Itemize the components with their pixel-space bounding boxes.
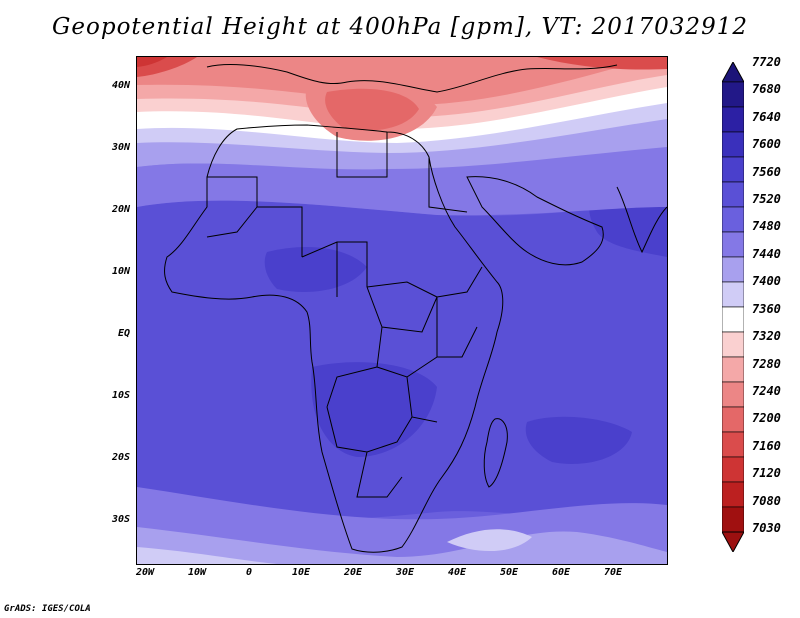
contour-7200-med (325, 88, 419, 131)
contour-7160-nw (137, 57, 167, 67)
lat-label-30n: 30N (111, 142, 130, 153)
colorbar-swatch (722, 256, 744, 283)
borders-west (206, 176, 438, 298)
colorbar-label: 7320 (752, 329, 781, 344)
colorbar-swatch (722, 206, 744, 233)
colorbar-swatch (722, 331, 744, 358)
colorbar-swatch (722, 156, 744, 183)
colorbar-swatch (722, 281, 744, 308)
contour-7200-ne (537, 57, 667, 70)
colorbar-swatch (722, 406, 744, 433)
contour-7400-south (137, 529, 532, 564)
lon-label-50e: 50E (499, 567, 519, 578)
colorbar-swatch (722, 456, 744, 483)
colorbar-swatch (722, 356, 744, 383)
colorbar-label: 7640 (752, 109, 781, 124)
colorbar-swatch (722, 506, 744, 533)
india-coast (616, 186, 667, 254)
colorbar-top-arrow (722, 62, 744, 83)
map-panel (136, 56, 668, 565)
contour-7600-sahel (264, 247, 367, 293)
lon-label-60e: 60E (551, 567, 571, 578)
colorbar-label: 7030 (752, 521, 781, 535)
colorbar-label: 7400 (752, 274, 781, 289)
colorbar-label: 7720 (752, 55, 781, 69)
colorbar-label: 7560 (752, 164, 781, 179)
colorbar-label: 7360 (752, 301, 781, 316)
colorbar-label: 7120 (752, 466, 781, 481)
colorbar-label: 7440 (752, 246, 781, 261)
lat-label-10n: 10N (111, 266, 130, 277)
colorbar-label: 7160 (752, 438, 781, 453)
borders-east (336, 132, 483, 358)
lon-label-20e: 20E (343, 567, 363, 578)
contour-7440-north (137, 117, 667, 170)
contour-7600-indian (525, 416, 632, 464)
colorbar-swatch (722, 481, 744, 508)
lon-label-10w: 10W (187, 567, 207, 578)
lon-label-0: 0 (245, 567, 253, 578)
colorbar-swatch (722, 231, 744, 258)
europe-coast (206, 64, 618, 93)
colorbar-label: 7080 (752, 493, 781, 508)
lat-label-10s: 10S (111, 390, 130, 401)
colorbar-bottom-arrow (722, 531, 744, 552)
colorbar-label: 7520 (752, 192, 781, 207)
lon-label-10e: 10E (291, 567, 311, 578)
coastlines (164, 64, 667, 553)
colorbar-swatch (722, 431, 744, 458)
contour-7400-north (137, 102, 667, 153)
borders-central (326, 286, 438, 423)
lat-label-20s: 20S (111, 452, 130, 463)
lat-label-eq: EQ (117, 328, 130, 339)
colorbar-swatch (722, 181, 744, 208)
colorbar-label: 7680 (752, 82, 781, 97)
lon-label-20w: 20W (135, 567, 155, 578)
grads-credit: GrADS: IGES/COLA (4, 604, 91, 614)
colorbar-swatch (722, 131, 744, 158)
colorbar-swatch (722, 381, 744, 408)
colorbar-label: 7280 (752, 356, 781, 371)
colorbar-label: 7240 (752, 383, 781, 398)
contour-7600-south (311, 362, 437, 457)
colorbar-swatch (722, 106, 744, 133)
colorbar-label: 7200 (752, 411, 781, 426)
contour-7560-north (137, 200, 667, 524)
contour-7480-north (137, 142, 667, 216)
borders-south (326, 406, 413, 498)
lat-label-20n: 20N (111, 204, 130, 215)
colorbar-label: 7480 (752, 219, 781, 234)
colorbar-label: 7600 (752, 137, 781, 152)
height-field-map (137, 57, 667, 564)
colorbar-swatch (722, 306, 744, 333)
lon-label-30e: 30E (395, 567, 415, 578)
colorbar (722, 62, 744, 552)
madagascar-coast (483, 418, 508, 488)
lat-label-30s: 30S (111, 514, 130, 525)
arabia-coast (466, 176, 604, 266)
colorbar-swatch (722, 81, 744, 108)
lon-label-40e: 40E (447, 567, 467, 578)
map-title: Geopotential Height at 400hPa [gpm], VT:… (52, 14, 748, 40)
contour-7440-south (137, 527, 667, 564)
lat-label-40n: 40N (111, 80, 130, 91)
lon-label-70e: 70E (603, 567, 623, 578)
